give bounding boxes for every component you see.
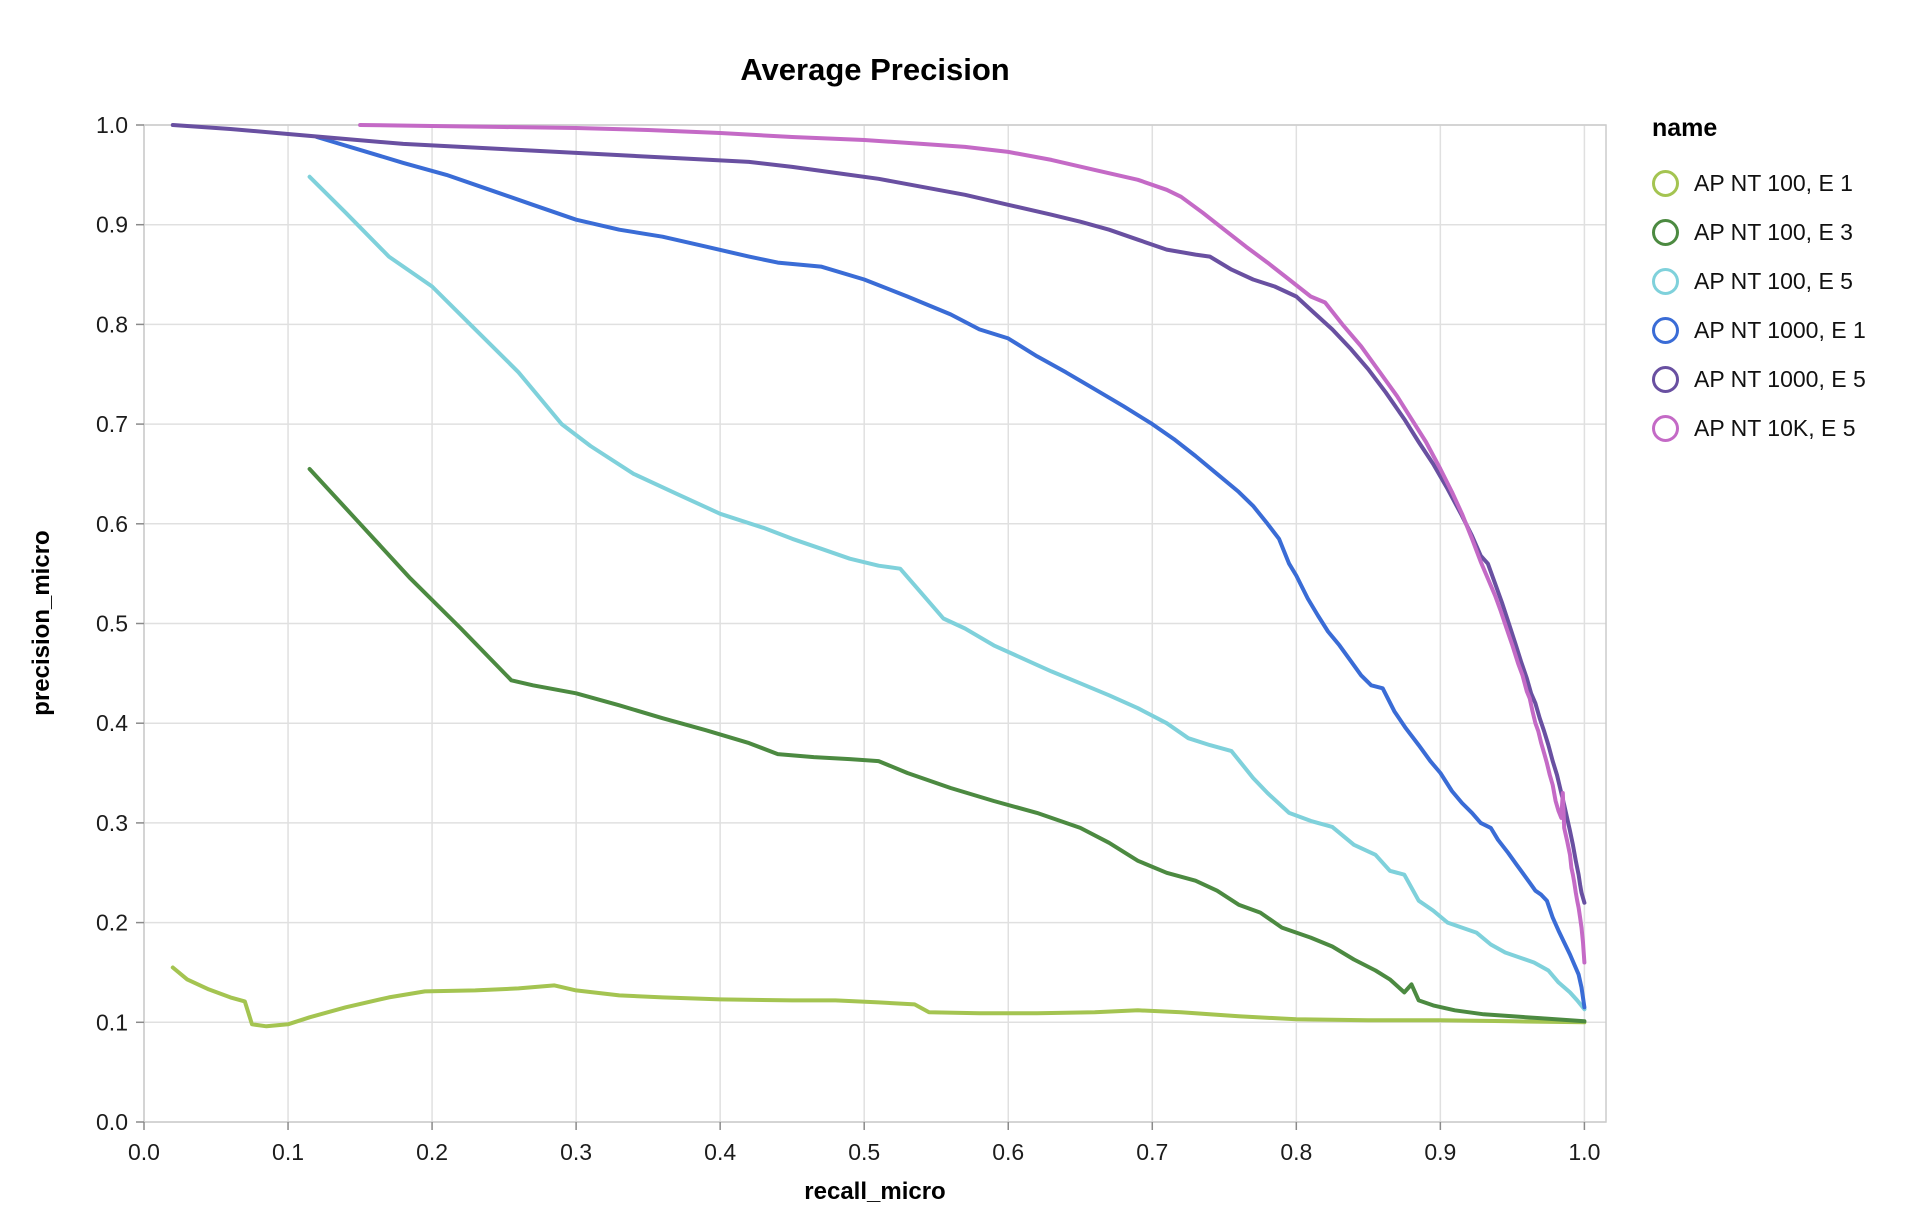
legend-swatch-circle-icon — [1652, 415, 1679, 442]
legend-item: AP NT 10K, E 5 — [1652, 404, 1866, 453]
x-tick-label: 0.8 — [1280, 1139, 1312, 1165]
legend-label: AP NT 10K, E 5 — [1694, 415, 1856, 441]
series-line-ap-nt-100-e-5 — [307, 174, 1587, 1012]
legend-label: AP NT 100, E 3 — [1694, 219, 1853, 245]
legend-label: AP NT 1000, E 1 — [1694, 317, 1866, 343]
y-tick-label: 1.0 — [96, 112, 128, 138]
legend-swatch-circle-icon — [1652, 366, 1679, 393]
legend-label: AP NT 1000, E 5 — [1694, 366, 1866, 392]
y-tick-label: 0.2 — [96, 910, 128, 936]
x-axis-title: recall_micro — [804, 1178, 946, 1205]
y-tick-label: 0.4 — [96, 710, 128, 736]
legend-item: AP NT 1000, E 1 — [1652, 306, 1866, 355]
legend-item: AP NT 100, E 5 — [1652, 257, 1866, 306]
legend-item: AP NT 100, E 3 — [1652, 208, 1866, 257]
legend-swatch-circle-icon — [1652, 219, 1679, 246]
x-tick-label: 0.7 — [1136, 1139, 1168, 1165]
x-tick-label: 0.6 — [992, 1139, 1024, 1165]
y-tick-label: 0.1 — [96, 1009, 128, 1035]
x-tick-label: 0.5 — [848, 1139, 880, 1165]
series-line-ap-nt-1000-e-5 — [170, 123, 1587, 905]
y-tick-label: 0.9 — [96, 212, 128, 238]
chart-title: Average Precision — [740, 52, 1010, 87]
legend-item: AP NT 1000, E 5 — [1652, 355, 1866, 404]
series-line-ap-nt-10k-e-5 — [358, 123, 1587, 965]
x-tick-label: 0.2 — [416, 1139, 448, 1165]
series-line-ap-nt-1000-e-1 — [314, 135, 1587, 1010]
legend-label: AP NT 100, E 5 — [1694, 268, 1853, 294]
legend-swatch-circle-icon — [1652, 317, 1679, 344]
legend-title: name — [1652, 114, 1718, 142]
x-tick-label: 0.1 — [272, 1139, 304, 1165]
y-tick-label: 0.6 — [96, 511, 128, 537]
legend-items: AP NT 100, E 1 AP NT 100, E 3 AP NT 100, E… — [1652, 159, 1866, 453]
y-axis-title: precision_micro — [28, 530, 55, 716]
x-tick-label: 0.4 — [704, 1139, 736, 1165]
legend-swatch-circle-icon — [1652, 268, 1679, 295]
y-tick-label: 0.7 — [96, 411, 128, 437]
x-tick-label: 1.0 — [1568, 1139, 1600, 1165]
series-line-ap-nt-100-e-3 — [307, 467, 1587, 1024]
legend-swatch-circle-icon — [1652, 170, 1679, 197]
y-tick-label: 0.3 — [96, 810, 128, 836]
x-tick-label: 0.0 — [128, 1139, 160, 1165]
legend-label: AP NT 100, E 1 — [1694, 170, 1853, 196]
x-tick-label: 0.9 — [1424, 1139, 1456, 1165]
legend: name AP NT 100, E 1 AP NT 100, E 3 AP NT 1… — [1652, 114, 1866, 453]
legend-item: AP NT 100, E 1 — [1652, 159, 1866, 208]
y-tick-label: 0.5 — [96, 611, 128, 637]
x-tick-label: 0.3 — [560, 1139, 592, 1165]
y-tick-label: 0.0 — [96, 1109, 128, 1135]
y-tick-label: 0.8 — [96, 311, 128, 337]
series-line-ap-nt-100-e-1 — [170, 965, 1587, 1029]
